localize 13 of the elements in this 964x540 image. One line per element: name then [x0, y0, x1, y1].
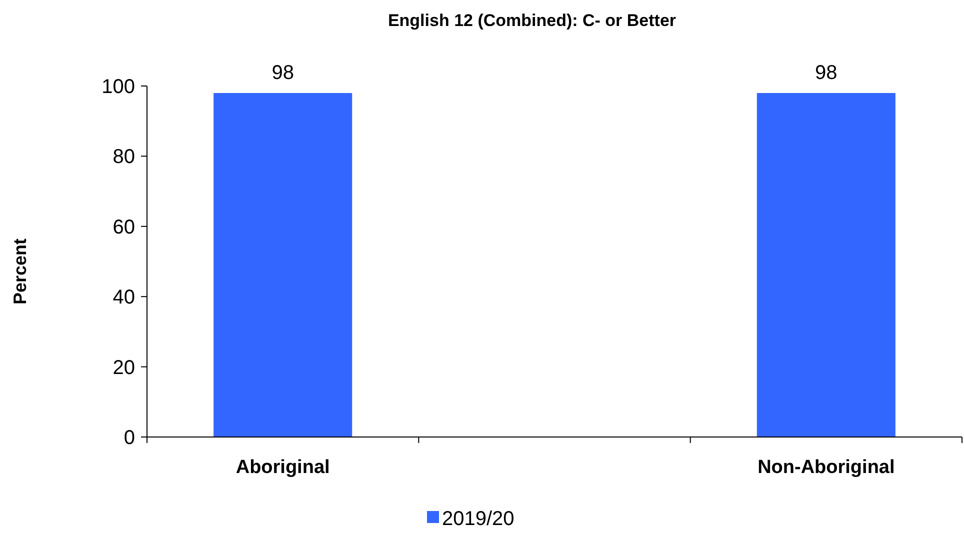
- y-tick-label: 20: [112, 356, 135, 379]
- x-tick-label: Non-Aboriginal: [758, 457, 895, 478]
- y-tick-label: 80: [112, 146, 135, 168]
- y-tick-label: 0: [124, 427, 135, 449]
- y-tick-label: 40: [112, 286, 135, 309]
- data-label: 98: [272, 62, 294, 84]
- legend-label: 2019/20: [442, 508, 514, 530]
- x-tick-label: Aboriginal: [236, 457, 330, 478]
- y-tick-label: 60: [112, 216, 135, 238]
- y-tick-label: 100: [102, 76, 135, 98]
- data-label: 98: [815, 62, 838, 84]
- y-axis-title: Percent: [10, 238, 30, 305]
- chart-title: English 12 (Combined): C- or Better: [388, 11, 676, 30]
